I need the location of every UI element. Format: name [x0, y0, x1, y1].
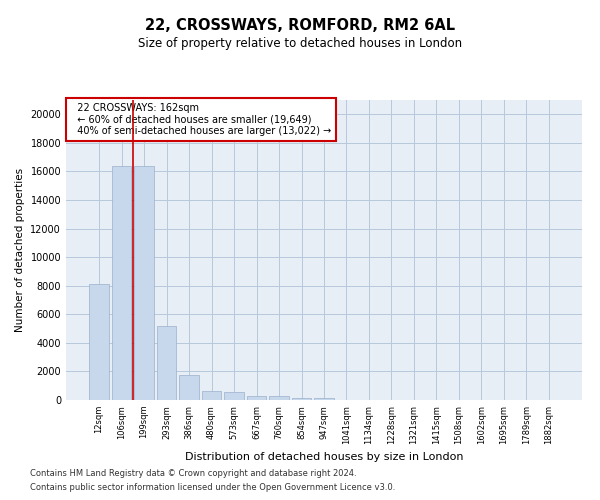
X-axis label: Distribution of detached houses by size in London: Distribution of detached houses by size … — [185, 452, 463, 462]
Bar — [292, 398, 311, 400]
Bar — [134, 166, 154, 400]
Bar — [247, 396, 266, 400]
Bar — [224, 392, 244, 400]
Bar — [157, 326, 176, 400]
Bar — [179, 375, 199, 400]
Text: Contains HM Land Registry data © Crown copyright and database right 2024.: Contains HM Land Registry data © Crown c… — [30, 468, 356, 477]
Text: 22, CROSSWAYS, ROMFORD, RM2 6AL: 22, CROSSWAYS, ROMFORD, RM2 6AL — [145, 18, 455, 32]
Bar — [89, 284, 109, 400]
Text: Size of property relative to detached houses in London: Size of property relative to detached ho… — [138, 38, 462, 51]
Text: 22 CROSSWAYS: 162sqm
  ← 60% of detached houses are smaller (19,649)
  40% of se: 22 CROSSWAYS: 162sqm ← 60% of detached h… — [71, 103, 331, 136]
Bar — [269, 396, 289, 400]
Text: Contains public sector information licensed under the Open Government Licence v3: Contains public sector information licen… — [30, 484, 395, 492]
Bar — [112, 166, 131, 400]
Bar — [314, 398, 334, 400]
Y-axis label: Number of detached properties: Number of detached properties — [15, 168, 25, 332]
Bar — [202, 392, 221, 400]
